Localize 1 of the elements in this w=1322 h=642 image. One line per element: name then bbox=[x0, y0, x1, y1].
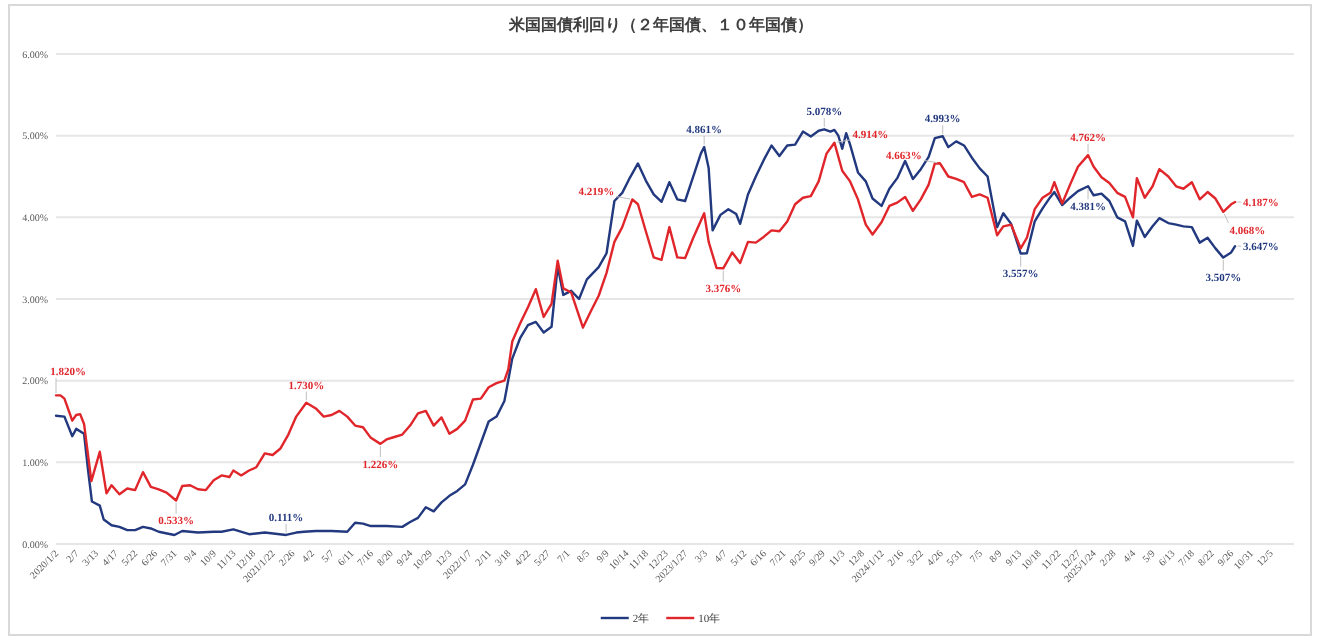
chart-title: 米国国債利回り（２年国債、１０年国債） bbox=[507, 16, 813, 34]
